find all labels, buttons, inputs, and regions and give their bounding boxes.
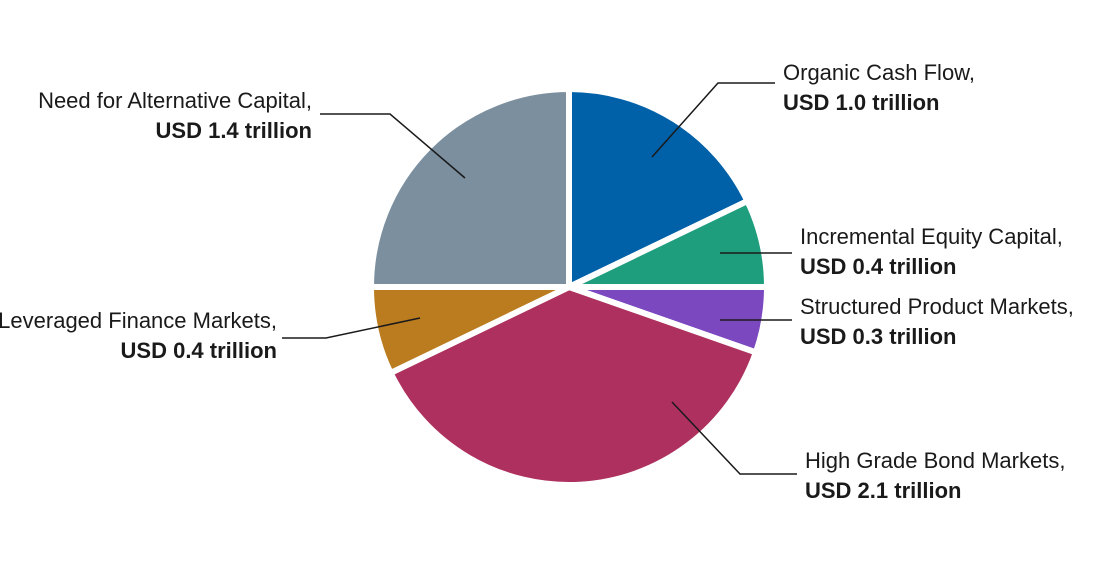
leader-line [651, 82, 775, 158]
category-label: Organic Cash Flow, [783, 60, 975, 85]
category-label: Incremental Equity Capital, [800, 224, 1063, 249]
slice-label: Structured Product Markets, USD 0.3 tril… [800, 292, 1085, 352]
value-label: USD 2.1 trillion [805, 478, 962, 503]
slice-label: Incremental Equity Capital, USD 0.4 tril… [800, 222, 1100, 282]
leader-line [282, 317, 421, 339]
slice-label: High Grade Bond Markets, USD 2.1 trillio… [805, 446, 1100, 506]
value-label: USD 1.0 trillion [783, 90, 940, 115]
pie-slice [386, 283, 760, 488]
value-label: USD 1.4 trillion [155, 118, 312, 143]
category-label: Structured Product Markets, [800, 294, 1074, 319]
slice-label: Need for Alternative Capital, USD 1.4 tr… [37, 86, 312, 146]
slice-label: Leveraged Finance Markets, USD 0.4 trill… [0, 306, 277, 366]
leader-line [320, 113, 466, 179]
value-label: USD 0.4 trillion [120, 338, 277, 363]
category-label: High Grade Bond Markets, [805, 448, 1066, 473]
pie-slice [566, 85, 752, 292]
slice-label: Organic Cash Flow, USD 1.0 trillion [783, 58, 1013, 118]
value-label: USD 0.3 trillion [800, 324, 957, 349]
leader-line [671, 401, 797, 475]
category-label: Need for Alternative Capital, [38, 88, 312, 113]
category-label: Leveraged Finance Markets, [0, 308, 277, 333]
pie-slice [367, 85, 572, 290]
value-label: USD 0.4 trillion [800, 254, 957, 279]
